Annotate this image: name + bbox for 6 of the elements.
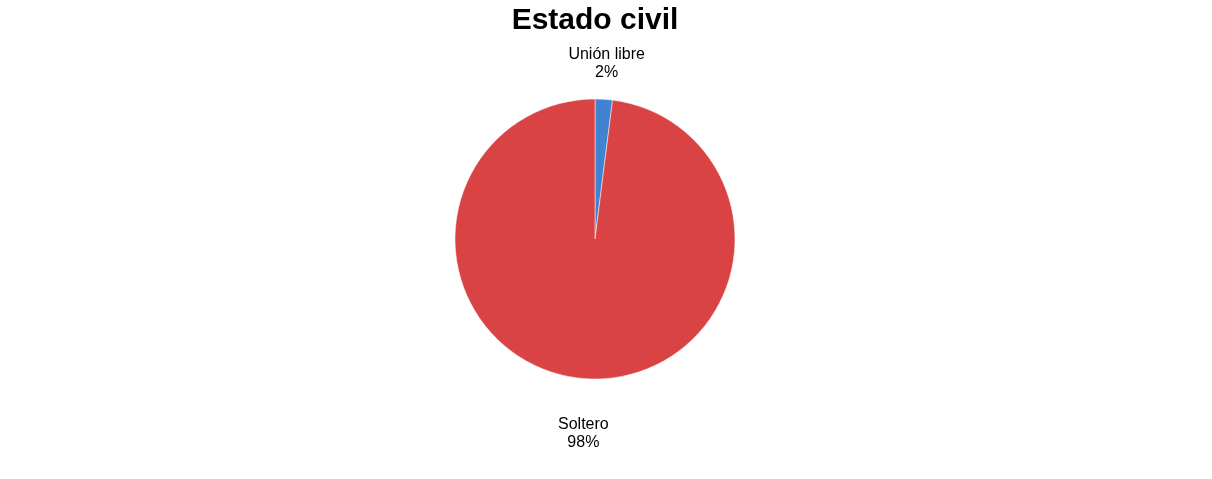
chart-title: Estado civil [511, 2, 679, 35]
data-label: 98% [567, 432, 600, 450]
data-label: 2% [595, 63, 619, 81]
slice-label: Unión libre [568, 45, 645, 63]
slice-label: Soltero [558, 414, 609, 432]
pie-slice [454, 98, 736, 379]
